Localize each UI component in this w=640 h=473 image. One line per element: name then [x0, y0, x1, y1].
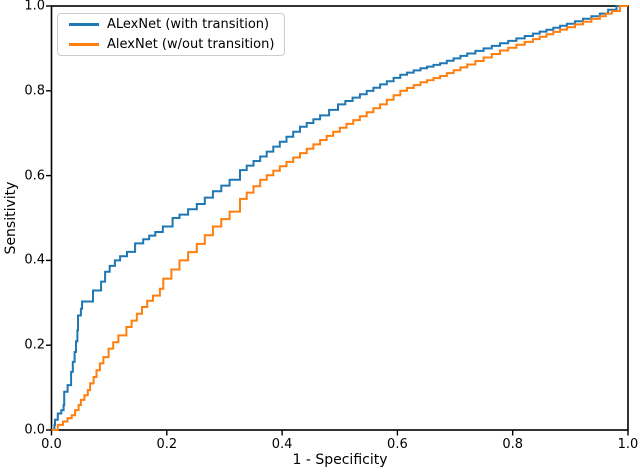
- y-tick-label: 0.0: [24, 422, 45, 438]
- legend-line-sample: [69, 43, 99, 46]
- legend-entry: ALexNet (with transition): [69, 16, 284, 33]
- x-axis-label: 1 - Specificity: [292, 452, 388, 468]
- x-tick-label: 0.0: [41, 437, 62, 452]
- y-tick-label: 1.0: [24, 0, 45, 14]
- axes-spines: [50, 5, 629, 431]
- x-tick-label: 0.2: [156, 437, 178, 452]
- x-tick-label: 1.0: [617, 437, 639, 452]
- y-tick-label: 0.8: [24, 83, 45, 99]
- x-tick-label: 0.8: [502, 437, 524, 452]
- legend-entry: AlexNet (w/out transition): [69, 36, 284, 53]
- y-tick-label: 0.6: [24, 168, 45, 184]
- legend-line-sample: [69, 23, 99, 26]
- legend-label: ALexNet (with transition): [107, 17, 270, 32]
- legend-label: AlexNet (w/out transition): [107, 37, 275, 52]
- x-tick-label: 0.6: [387, 437, 408, 452]
- roc-curve-with-transition: [51, 5, 628, 431]
- y-tick-label: 0.4: [24, 252, 45, 268]
- roc-curve-without-transition: [51, 5, 628, 431]
- y-axis-label: Sensitivity: [3, 181, 19, 255]
- y-tick-label: 0.2: [24, 337, 45, 353]
- x-tick-label: 0.4: [271, 437, 293, 452]
- legend: ALexNet (with transition) AlexNet (w/out …: [57, 13, 285, 56]
